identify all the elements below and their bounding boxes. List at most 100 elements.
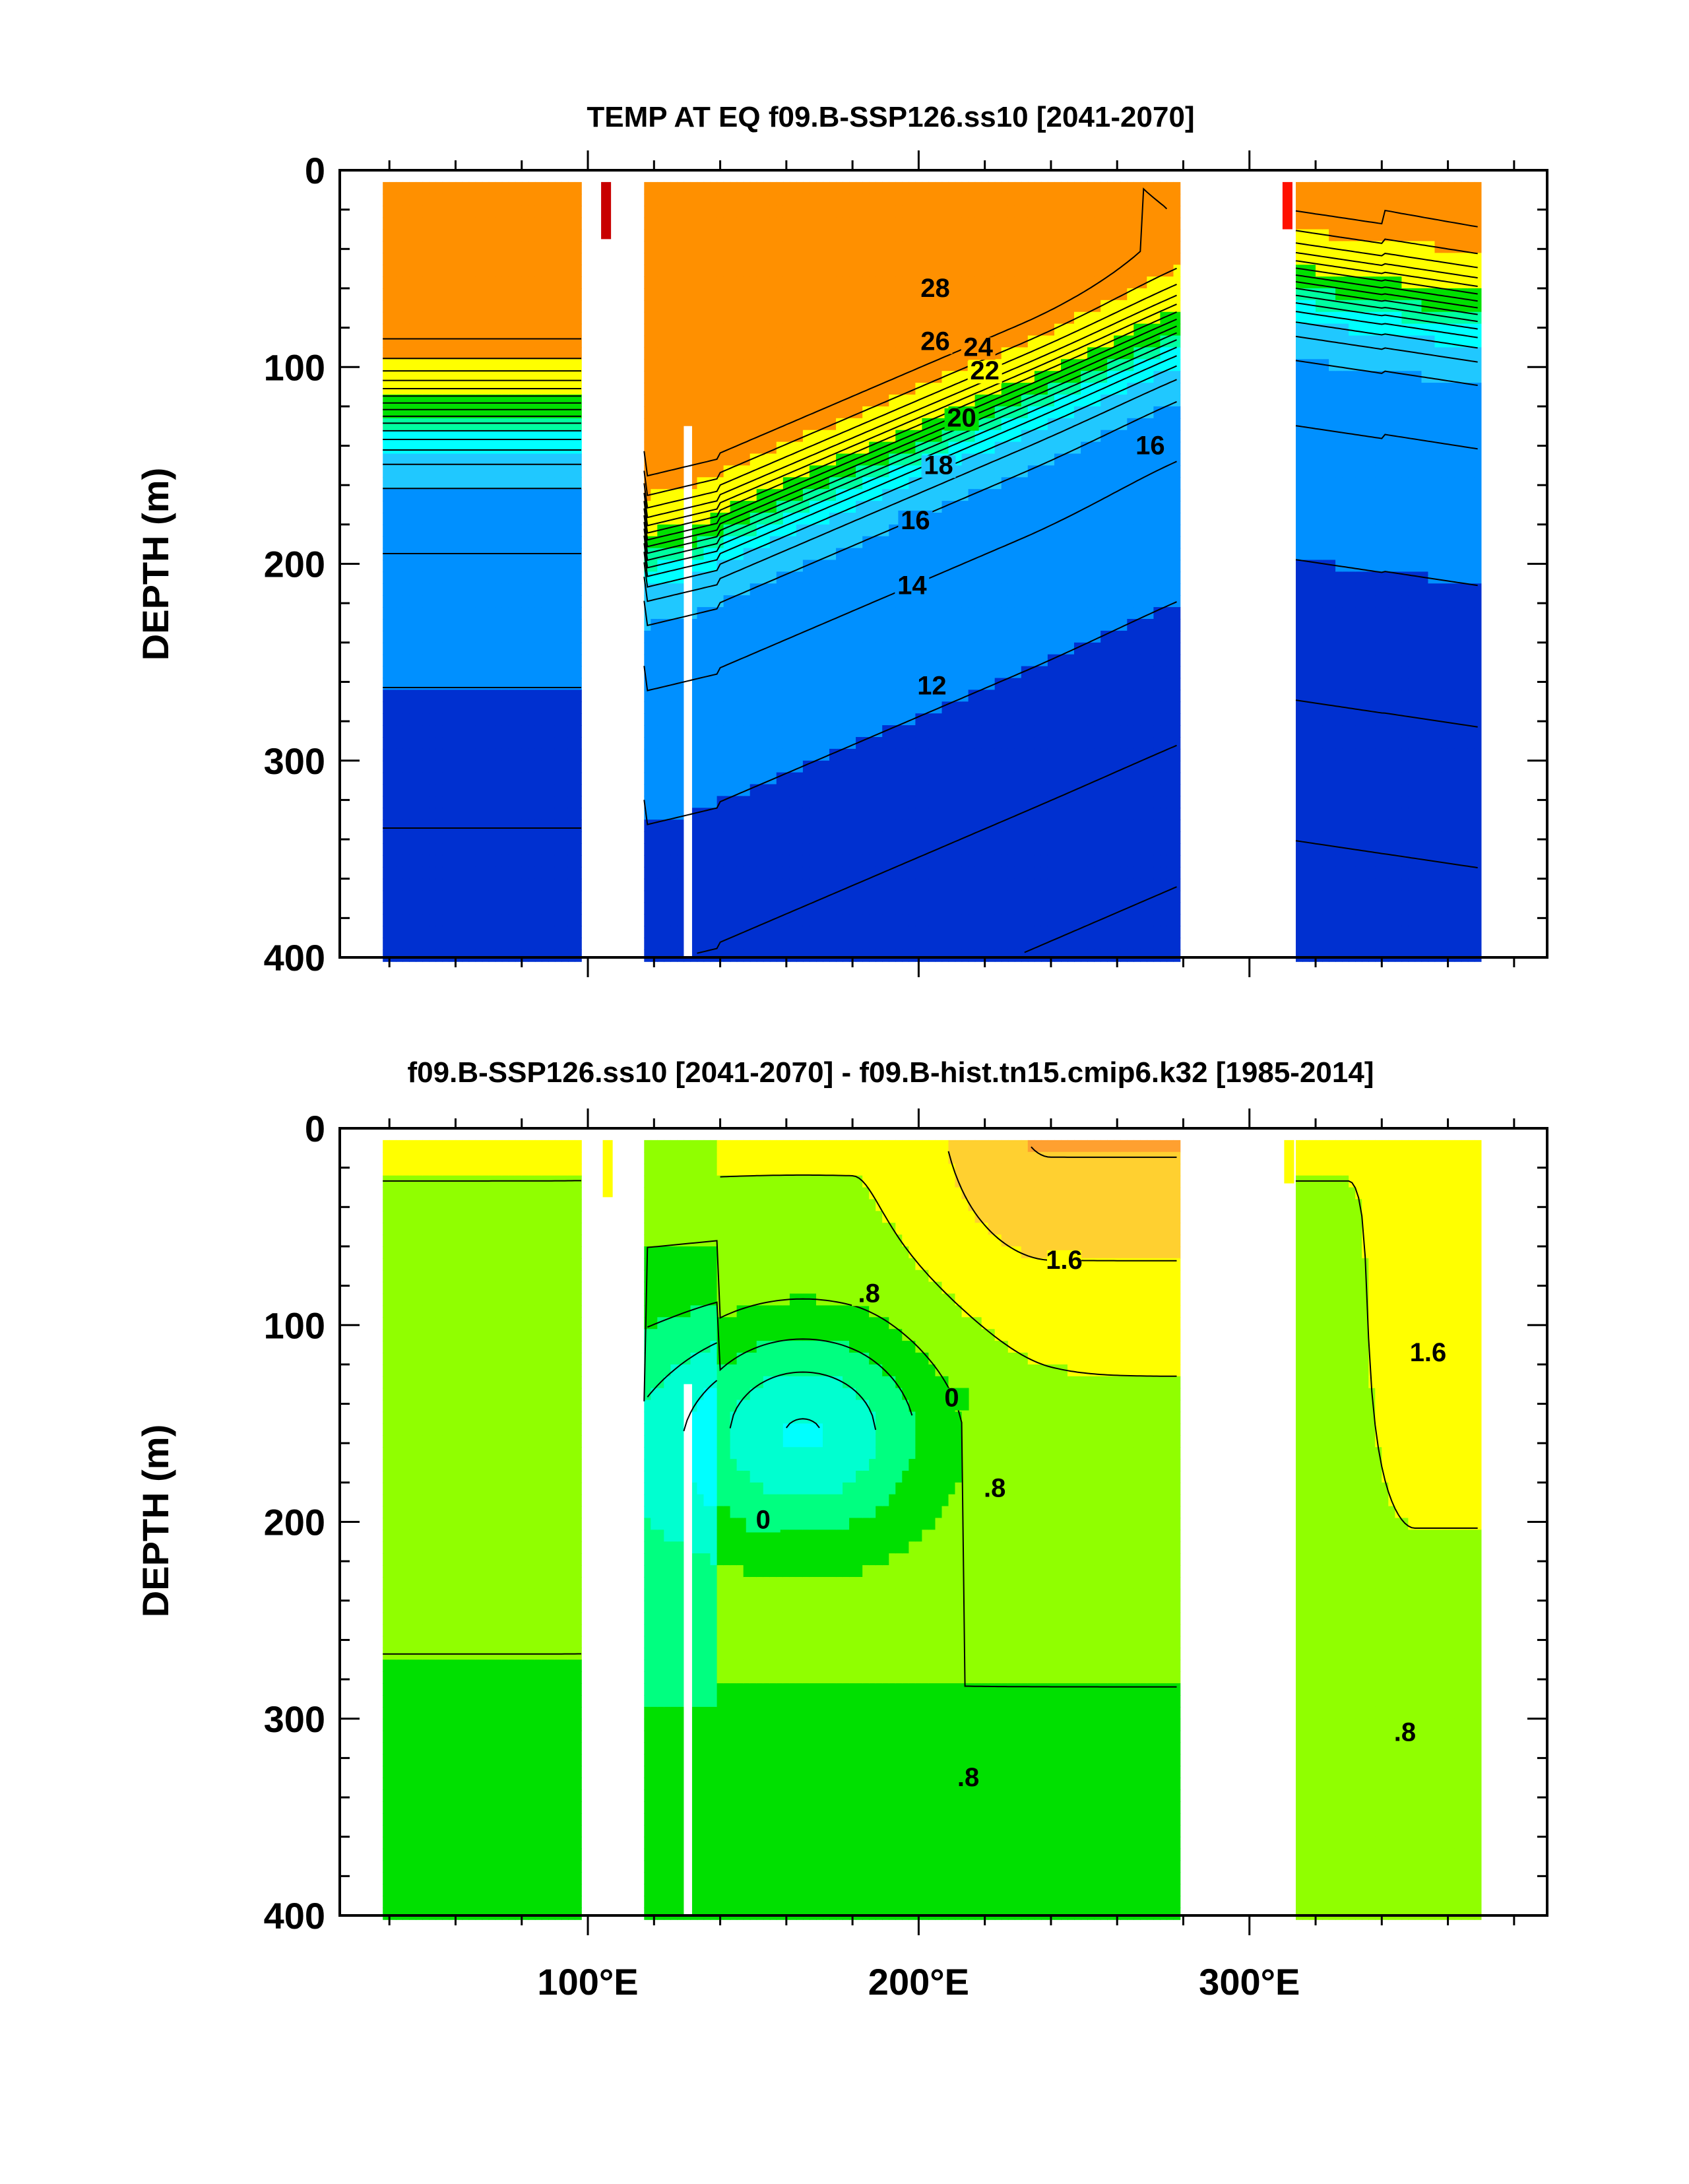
contour-label: 12 bbox=[917, 671, 947, 700]
contour-label-bg bbox=[898, 510, 933, 533]
top-panel-title: TEMP AT EQ f09.B-SSP126.ss10 [2041-2070] bbox=[587, 101, 1194, 133]
contour-line bbox=[697, 744, 1177, 954]
contour-line bbox=[1024, 886, 1177, 953]
top-panel-ticks bbox=[340, 150, 1547, 977]
contour-line bbox=[683, 1380, 820, 1432]
contour-label-bg bbox=[977, 1478, 1012, 1501]
contour-line bbox=[643, 294, 1177, 519]
contour-label: .8 bbox=[1394, 1718, 1416, 1747]
contour-line bbox=[1295, 288, 1478, 315]
ocean-segment bbox=[1296, 1140, 1482, 1920]
contour-label: 26 bbox=[920, 327, 950, 356]
contour-line bbox=[1295, 274, 1478, 302]
contour-line bbox=[1031, 1146, 1177, 1158]
contour-line bbox=[1295, 260, 1478, 287]
bottom-panel-y-axis-label: DEPTH (m) bbox=[135, 1425, 176, 1617]
contour-line bbox=[643, 332, 1177, 554]
bottom-panel-x-tick-labels: 100°E 200°E 300°E bbox=[537, 1961, 1300, 2003]
y-tick-label: 0 bbox=[305, 150, 325, 191]
y-tick-label: 300 bbox=[264, 1698, 325, 1740]
x-tick-label: 300°E bbox=[1199, 1961, 1300, 2003]
contour-line bbox=[1295, 230, 1478, 255]
strait-gap bbox=[684, 1384, 692, 1915]
contour-line bbox=[1295, 321, 1478, 349]
y-tick-label: 100 bbox=[264, 346, 325, 388]
contour-label: 22 bbox=[970, 356, 1000, 385]
contour-label-bg bbox=[1047, 1250, 1081, 1273]
contour-label: 0 bbox=[944, 1384, 959, 1413]
bottom-panel-ticks bbox=[340, 1108, 1547, 1935]
contour-line bbox=[383, 1180, 581, 1182]
contour-line bbox=[643, 1240, 1177, 1688]
contour-label-bg bbox=[944, 408, 979, 431]
y-tick-label: 100 bbox=[264, 1304, 325, 1346]
top-panel-contour-lines bbox=[383, 187, 1478, 954]
contour-line bbox=[1295, 294, 1478, 323]
ocean-segment bbox=[383, 1140, 582, 1920]
contour-label: 14 bbox=[897, 571, 927, 600]
contour-label: 1.6 bbox=[1046, 1246, 1083, 1275]
marginal-sea-bar bbox=[1282, 181, 1292, 230]
strait-gap bbox=[684, 426, 692, 957]
contour-label-bg bbox=[967, 361, 1002, 384]
contour-line bbox=[1295, 425, 1478, 450]
y-tick-label: 300 bbox=[264, 740, 325, 782]
contour-line bbox=[643, 365, 1177, 588]
contour-label-bg bbox=[852, 1283, 887, 1306]
contour-label: 1.6 bbox=[1410, 1338, 1447, 1367]
bottom-panel-contour-labels: .8 1.6 0 0 .8 1.6 .8 .8 bbox=[746, 1246, 1447, 1792]
contour-line bbox=[1295, 559, 1478, 587]
ocean-segment bbox=[1296, 181, 1482, 962]
contour-label-bg bbox=[934, 1388, 969, 1411]
y-tick-label: 400 bbox=[264, 937, 325, 979]
contour-line bbox=[1295, 840, 1478, 869]
bottom-panel-color-fills bbox=[383, 1140, 1482, 1920]
contour-label: 20 bbox=[947, 404, 976, 433]
marginal-sea-bar bbox=[1284, 1140, 1294, 1184]
contour-label: 0 bbox=[756, 1505, 771, 1534]
contour-label: 28 bbox=[920, 274, 950, 303]
contour-label: 16 bbox=[1135, 431, 1165, 460]
contour-line bbox=[643, 267, 1177, 497]
contour-line bbox=[1295, 311, 1478, 338]
contour-line bbox=[1295, 251, 1478, 279]
marginal-sea-bar bbox=[601, 181, 612, 240]
contour-line bbox=[643, 187, 1168, 477]
contour-line bbox=[1295, 302, 1478, 330]
bottom-panel-contour-lines bbox=[383, 1146, 1478, 1688]
contour-line bbox=[1295, 242, 1478, 269]
contour-label-bg bbox=[1411, 1342, 1446, 1365]
contour-line bbox=[643, 311, 1177, 534]
x-tick-label: 200°E bbox=[868, 1961, 969, 2003]
contour-line bbox=[1295, 360, 1478, 386]
ocean-segment bbox=[383, 181, 582, 962]
bottom-panel-y-tick-labels: 0 100 200 300 400 bbox=[264, 1108, 325, 1937]
contour-line bbox=[1295, 699, 1478, 728]
marginal-sea-bar bbox=[602, 1140, 613, 1198]
contour-label: 16 bbox=[901, 506, 930, 535]
contour-label-bg bbox=[918, 331, 953, 354]
contour-label-bg bbox=[1133, 435, 1168, 459]
contour-label-bg bbox=[746, 1510, 781, 1533]
contour-label-bg bbox=[921, 455, 956, 478]
contour-label: 18 bbox=[924, 451, 953, 480]
contour-label-bg bbox=[1387, 1722, 1422, 1745]
contour-line bbox=[643, 379, 1177, 602]
contour-line bbox=[643, 355, 1177, 577]
contour-line bbox=[1295, 335, 1478, 363]
contour-label: .8 bbox=[984, 1474, 1005, 1503]
contour-line bbox=[643, 339, 1177, 562]
top-panel-y-axis-label: DEPTH (m) bbox=[135, 468, 176, 660]
contour-line bbox=[1295, 281, 1478, 309]
contour-line bbox=[1296, 1180, 1478, 1529]
contour-line bbox=[720, 1174, 1177, 1377]
y-tick-label: 200 bbox=[264, 1502, 325, 1543]
bottom-panel-temperature-difference: f09.B-SSP126.ss10 [2041-2070] - f09.B-hi… bbox=[135, 1056, 1548, 2003]
y-tick-label: 400 bbox=[264, 1895, 325, 1937]
bottom-panel-title: f09.B-SSP126.ss10 [2041-2070] - f09.B-hi… bbox=[408, 1056, 1374, 1089]
contour-label-bg bbox=[961, 337, 996, 360]
contour-line bbox=[643, 304, 1177, 527]
contour-line bbox=[1295, 267, 1478, 295]
